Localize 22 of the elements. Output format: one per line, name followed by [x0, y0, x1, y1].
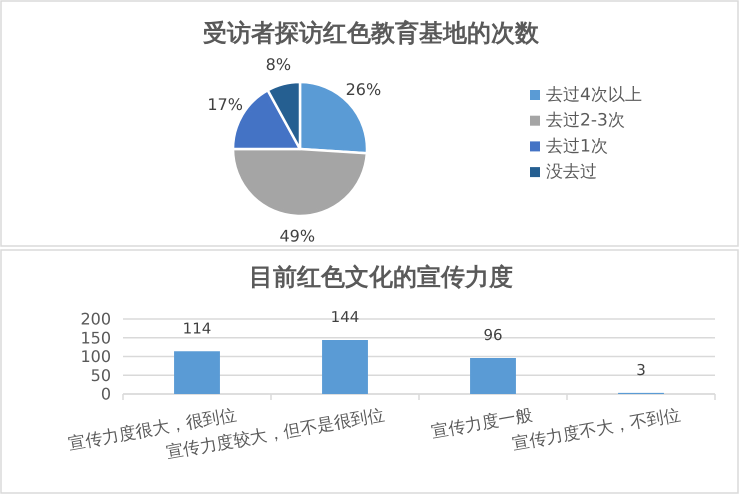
data-label: 3 [636, 360, 646, 379]
legend-label: 去过2-3次 [546, 110, 625, 131]
y-tick-label: 200 [80, 310, 111, 328]
data-label: 26% [346, 80, 382, 99]
chart-title: 受访者探访红色教育基地的次数 [203, 19, 540, 47]
chart-title: 目前红色文化的宣传力度 [249, 264, 513, 291]
y-tick-label: 100 [80, 347, 111, 366]
bar [322, 340, 368, 394]
bar [174, 351, 220, 394]
data-label: 96 [483, 326, 503, 344]
data-label: 8% [266, 55, 292, 74]
y-tick-label: 50 [90, 366, 111, 385]
bar [470, 358, 516, 394]
legend-label: 去过4次以上 [546, 85, 642, 105]
data-label: 114 [182, 319, 212, 338]
y-tick-label: 150 [80, 328, 111, 348]
y-tick-label: 0 [100, 384, 111, 404]
legend-label: 去过1次 [546, 136, 608, 156]
data-label: 49% [279, 226, 316, 246]
data-label: 144 [330, 308, 360, 326]
data-label: 17% [207, 95, 243, 114]
legend-label: 没去过 [546, 162, 597, 182]
